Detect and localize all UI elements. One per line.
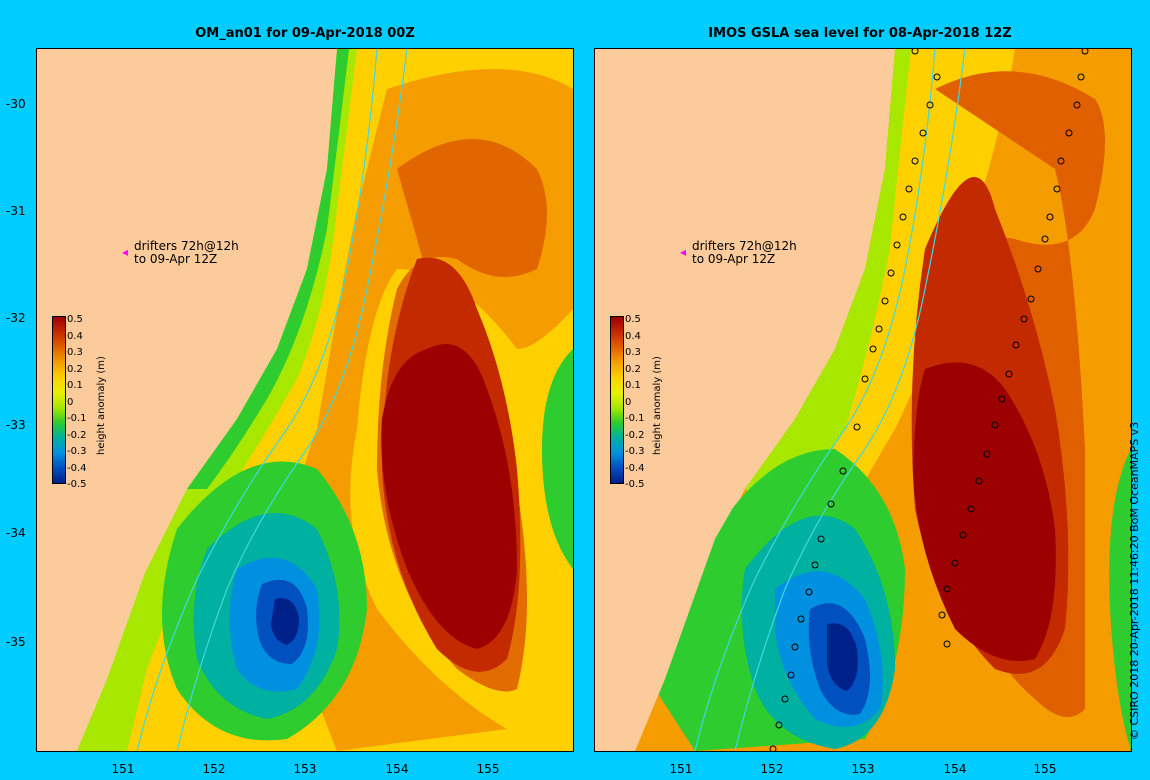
x-tick: 152 — [760, 762, 784, 776]
left-colorbar-labels: 0.5 0.4 0.3 0.2 0.1 0 -0.1 -0.2 -0.3 -0.4 -0.5 — [67, 314, 87, 490]
y-tick: -35 — [6, 635, 26, 649]
x-tick: 153 — [851, 762, 875, 776]
left-sea-level-field — [37, 49, 573, 751]
credit-text: © CSIRO 2018 20-Apr-2018 11:46:20 BoM Oc… — [1128, 421, 1141, 740]
y-tick: -30 — [6, 97, 26, 111]
drifter-icon: ◂ — [680, 245, 687, 259]
x-tick: 155 — [1033, 762, 1057, 776]
right-drifters-legend: drifters 72h@12h to 09-Apr 12Z — [692, 239, 797, 266]
x-tick: 154 — [943, 762, 967, 776]
right-colorbar-labels: 0.5 0.4 0.3 0.2 0.1 0 -0.1 -0.2 -0.3 -0.4 -0.5 — [625, 314, 645, 490]
left-map — [36, 48, 574, 752]
right-colorbar-title: height anomaly (m) — [652, 356, 663, 455]
left-colorbar — [52, 316, 66, 484]
right-map — [594, 48, 1132, 752]
y-tick: -32 — [6, 311, 26, 325]
y-tick: -33 — [6, 418, 26, 432]
right-colorbar — [610, 316, 624, 484]
y-tick: -34 — [6, 526, 26, 540]
right-panel-title: IMOS GSLA sea level for 08-Apr-2018 12Z — [708, 26, 1012, 41]
y-tick: -31 — [6, 204, 26, 218]
x-tick: 152 — [202, 762, 226, 776]
x-tick: 155 — [476, 762, 500, 776]
x-tick: 153 — [293, 762, 317, 776]
drifter-icon: ◂ — [122, 245, 129, 259]
right-sea-level-field — [595, 49, 1131, 751]
left-drifters-legend: drifters 72h@12h to 09-Apr 12Z — [134, 239, 239, 266]
x-tick: 151 — [111, 762, 135, 776]
left-panel-title: OM_an01 for 09-Apr-2018 00Z — [195, 26, 415, 41]
left-colorbar-title: height anomaly (m) — [96, 356, 107, 455]
x-tick: 151 — [669, 762, 693, 776]
x-tick: 154 — [385, 762, 409, 776]
